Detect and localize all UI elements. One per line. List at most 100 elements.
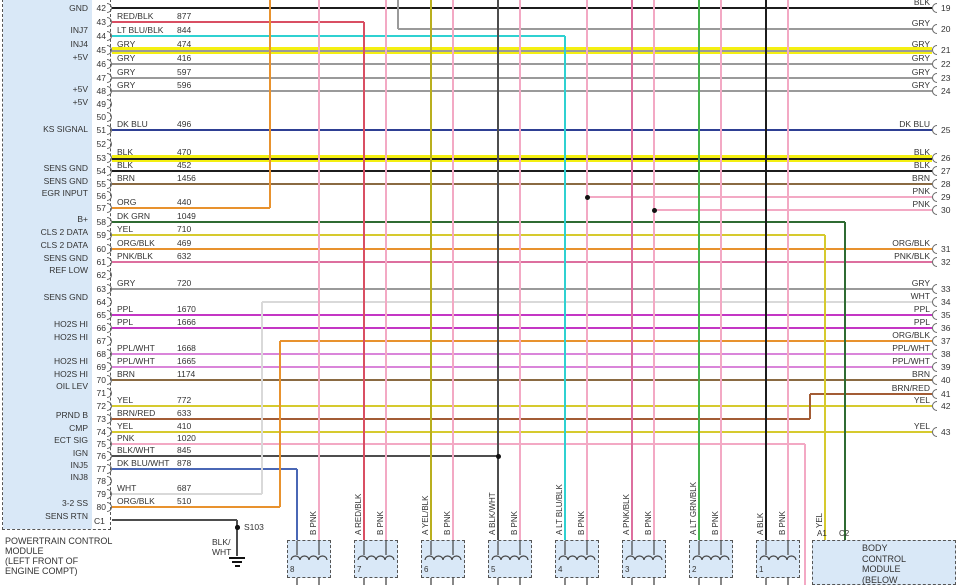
pcm-pin-number: 52 <box>96 139 106 149</box>
circuit-number-label: 1665 <box>177 356 196 366</box>
right-pin-number: 19 <box>941 3 951 13</box>
wire-segment-horizontal <box>112 170 932 172</box>
vertical-wire-label: A LT BLU/BLK <box>555 484 564 535</box>
splice-wire-label: BLK/ <box>212 537 231 547</box>
wire-color-label: BRN <box>117 173 135 183</box>
right-pin-number: 39 <box>941 362 951 372</box>
wire-segment-vertical <box>804 444 806 585</box>
circuit-number-label: 469 <box>177 238 192 248</box>
wire-segment-horizontal <box>112 234 825 236</box>
wire-color-label: BLK <box>117 147 134 157</box>
pin-socket <box>932 205 937 215</box>
right-wire-color-label: GRY <box>911 18 930 28</box>
wire-segment-vertical <box>318 0 320 540</box>
bcm-module-label: MODULE <box>862 564 901 574</box>
wire-segment-horizontal <box>112 21 364 23</box>
pcm-pin-number: 76 <box>96 451 106 461</box>
wire-color-label: ORG <box>117 197 137 207</box>
injector-coil-icon <box>290 541 328 561</box>
connector-c1-label: C1 <box>94 516 105 526</box>
injector-coil-icon <box>357 541 395 561</box>
wire-segment-vertical <box>787 0 789 540</box>
pin-socket <box>107 244 112 254</box>
pcm-function-label: OIL LEV <box>56 381 88 391</box>
pcm-function-label: +5V <box>72 52 88 62</box>
circuit-number-label: 474 <box>177 39 192 49</box>
wire-segment-vertical <box>385 0 387 540</box>
wire-segment-vertical <box>809 394 811 419</box>
wire-segment-horizontal <box>112 418 810 420</box>
wire-segment-vertical <box>363 22 365 540</box>
pcm-pin-number: 62 <box>96 270 106 280</box>
junction-dot <box>495 453 501 459</box>
pin-socket <box>932 192 937 202</box>
injector-coil-icon <box>625 541 663 561</box>
pcm-pin-number: 54 <box>96 166 106 176</box>
right-wire-color-label: PNK/BLK <box>894 251 930 261</box>
injector-coil-icon <box>424 541 462 561</box>
wire-stub <box>586 578 588 585</box>
right-wire-color-label: GRY <box>911 67 930 77</box>
wire-segment-horizontal <box>112 506 280 508</box>
pin-socket <box>107 489 112 499</box>
injector-number: 4 <box>558 565 563 574</box>
right-wire-color-label: PPL <box>913 317 930 327</box>
right-pin-number: 28 <box>941 179 951 189</box>
circuit-number-label: 1670 <box>177 304 196 314</box>
wire-color-label: BLK <box>117 160 134 170</box>
pcm-pin-number: 79 <box>96 489 106 499</box>
pin-socket <box>107 31 112 41</box>
pcm-pin-number: 60 <box>96 244 106 254</box>
wire-segment-vertical <box>698 0 700 540</box>
wire-color-label: DK BLU/WHT <box>117 458 170 468</box>
pcm-pin-number: 69 <box>96 362 106 372</box>
circuit-number-label: 1456 <box>177 173 196 183</box>
pin-socket <box>107 439 112 449</box>
right-pin-number: 32 <box>941 257 951 267</box>
vertical-wire-label: YEL <box>815 512 824 528</box>
injector-connector <box>354 540 398 578</box>
pcm-pin-number: 55 <box>96 179 106 189</box>
wire-stub <box>765 578 767 585</box>
pin-socket <box>107 349 112 359</box>
pin-socket <box>932 179 937 189</box>
injector-connector <box>622 540 666 578</box>
wire-segment-vertical <box>452 0 454 540</box>
circuit-number-label: 845 <box>177 445 192 455</box>
injector-connector <box>421 540 465 578</box>
right-pin-number: 35 <box>941 310 951 320</box>
right-wire-color-label: BRN <box>912 173 930 183</box>
wire-stub <box>519 578 521 585</box>
wire-color-label: GRY <box>117 39 136 49</box>
wire-segment-horizontal <box>398 28 932 30</box>
right-wire-color-label: GRY <box>911 39 930 49</box>
wire-segment-horizontal <box>280 340 932 342</box>
wire-color-label: GRY <box>117 278 136 288</box>
pin-socket <box>107 59 112 69</box>
pcm-module-label: POWERTRAIN CONTROL <box>5 536 113 546</box>
vertical-wire-label: A PNK/BLK <box>622 494 631 535</box>
right-pin-number: 34 <box>941 297 951 307</box>
pin-socket <box>107 125 112 135</box>
right-wire-color-label: PNK <box>912 186 930 196</box>
wire-segment-horizontal <box>112 50 932 52</box>
pin-socket <box>107 388 112 398</box>
pin-socket <box>107 375 112 385</box>
pin-socket <box>107 297 112 307</box>
pin-socket <box>107 502 112 512</box>
wire-segment-vertical <box>519 0 521 540</box>
vertical-wire-label: A RED/BLK <box>354 493 363 535</box>
pcm-pin-number: 46 <box>96 59 106 69</box>
pin-socket <box>107 139 112 149</box>
pcm-pin-number: 51 <box>96 125 106 135</box>
pin-socket <box>932 24 937 34</box>
wire-segment-horizontal <box>112 455 498 457</box>
pcm-pin-number: 67 <box>96 336 106 346</box>
wire-stub <box>385 578 387 585</box>
pin-socket <box>107 112 112 122</box>
pcm-function-label: HO2S HI <box>53 369 88 379</box>
wire-segment-vertical <box>269 0 271 208</box>
right-pin-number: 20 <box>941 24 951 34</box>
pcm-function-label: CMP <box>69 423 88 433</box>
